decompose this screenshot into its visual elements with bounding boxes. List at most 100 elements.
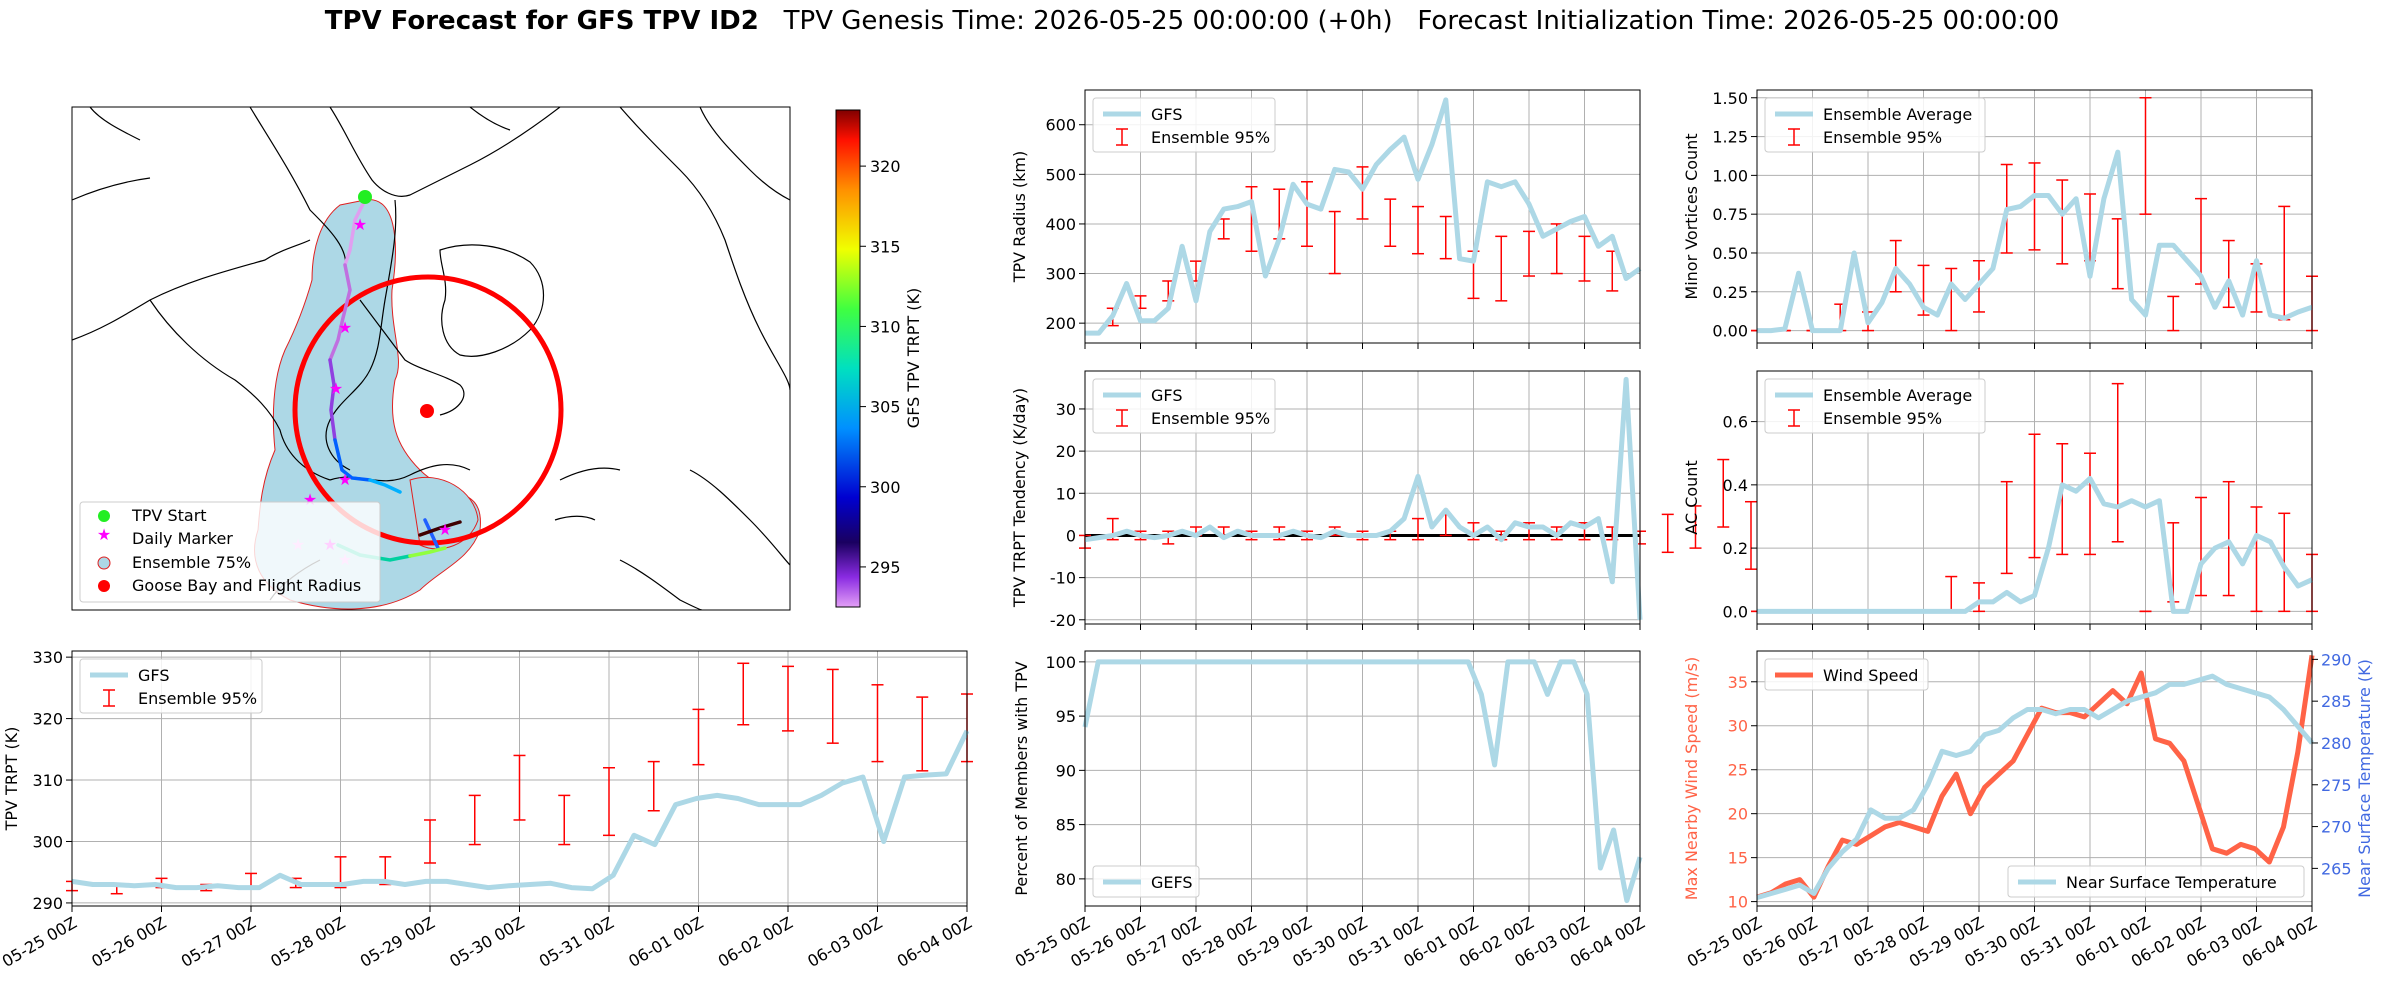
error-bar — [871, 684, 884, 763]
colorbar-tick-label: 305 — [870, 398, 901, 417]
legend-label: Ensemble Average — [1823, 386, 1972, 405]
colorbar-tick-label: 300 — [870, 478, 901, 497]
error-bar — [1412, 517, 1424, 541]
legend-ensemble-icon — [97, 556, 111, 570]
legend-label: Ensemble 95% — [1151, 128, 1270, 147]
y-tick-label: 80 — [1056, 870, 1076, 889]
legend-daily-icon: ★ — [97, 525, 111, 544]
figure-title-details: TPV Genesis Time: 2026-05-25 00:00:00 (+… — [758, 6, 2060, 36]
error-bar — [603, 766, 615, 837]
error-bar — [513, 754, 526, 821]
goose-bay-marker — [420, 404, 434, 418]
legend-label-ensemble: Ensemble 75% — [132, 553, 251, 572]
error-bar — [692, 708, 705, 766]
chart-legend: GFS Ensemble 95% — [79, 658, 263, 714]
y-tick-label: 20 — [1728, 805, 1748, 824]
legend-label: GFS — [1151, 386, 1182, 405]
error-bar — [2000, 480, 2013, 575]
y-tick-label: 15 — [1728, 849, 1748, 868]
legend-label-daily: Daily Marker — [132, 529, 233, 548]
error-bar — [2139, 97, 2152, 215]
error-bar — [1495, 235, 1508, 302]
error-bar — [1412, 205, 1424, 255]
y-tick-label: -20 — [1050, 611, 1076, 630]
x-tick-label: 05-31 00Z — [536, 913, 617, 971]
colorbar-gradient — [835, 109, 861, 608]
y-tick-label: 500 — [1045, 165, 1076, 184]
legend-errorbar-icon — [1788, 409, 1800, 427]
error-bar — [2084, 452, 2096, 556]
error-bar — [1945, 267, 1958, 332]
error-bar — [1717, 458, 1730, 528]
y2-axis-label: Near Surface Temperature (K) — [2355, 659, 2374, 898]
y2-tick-label: 265 — [2321, 859, 2352, 878]
legend-errorbar-icon — [1788, 128, 1800, 146]
y-tick-label: 300 — [32, 832, 63, 851]
coastlines — [72, 107, 790, 610]
legend-label: Ensemble 95% — [1823, 409, 1942, 428]
series-line-gfs — [71, 729, 970, 892]
y-tick-label: 0.4 — [1723, 476, 1748, 495]
y-tick-label: 1.25 — [1712, 128, 1748, 147]
y-tick-label: 330 — [32, 648, 63, 667]
legend-label: Near Surface Temperature — [2066, 873, 2277, 892]
y-tick-label: 0.75 — [1712, 205, 1748, 224]
map-panel: ★ ★ ★ ★ ★ ★ ★ ★ ★ ★ TPV Start Daily Mark… — [71, 106, 791, 611]
y2-tick-label: 270 — [2321, 818, 2352, 837]
y-tick-label: 290 — [32, 894, 63, 913]
chart-legend: Wind Speed — [1764, 658, 1929, 691]
error-bar — [1301, 181, 1313, 248]
y2-tick-label: 280 — [2321, 734, 2352, 753]
y-tick-label: 10 — [1056, 484, 1076, 503]
colorbar-tick-label: 315 — [870, 237, 901, 256]
legend-label: GEFS — [1151, 873, 1193, 892]
plot-frame — [1084, 650, 1641, 907]
plot-frame — [1084, 370, 1641, 625]
series-line-gefs — [1082, 659, 1643, 904]
chart-legend: Near Surface Temperature — [2007, 865, 2305, 898]
chart-tendency: -20 -10 0 10 20 30 TPV TRPT Tendency (K/day) GF… — [1010, 370, 1757, 630]
y-tick-label: 25 — [1728, 761, 1748, 780]
error-bar — [2167, 295, 2180, 332]
legend-errorbar-icon — [103, 689, 115, 707]
y-tick-label: 85 — [1056, 816, 1076, 835]
y-tick-label: 300 — [1045, 265, 1076, 284]
figure-title: TPV Forecast for GFS TPV ID2 TPV Genesis… — [0, 6, 2384, 36]
y-tick-label: 90 — [1056, 761, 1076, 780]
legend-label-goosebay: Goose Bay and Flight Radius — [132, 576, 361, 595]
y-tick-label: 95 — [1056, 707, 1076, 726]
error-bar — [1578, 235, 1591, 282]
y-tick-label: 0.25 — [1712, 283, 1748, 302]
error-bar — [647, 760, 660, 812]
y-axis-label: TPV Radius (km) — [1010, 151, 1029, 284]
y-tick-label: 0.6 — [1723, 413, 1748, 432]
chart-legend: Ensemble Average Ensemble 95% — [1764, 378, 1986, 434]
y-tick-label: 0.00 — [1712, 322, 1748, 341]
chart-legend: GEFS — [1092, 865, 1200, 898]
legend-label: GFS — [1151, 105, 1182, 124]
series-line-near-surface-temperature — [1756, 673, 2314, 901]
error-bar — [2222, 480, 2235, 597]
y-tick-label: 400 — [1045, 215, 1076, 234]
error-bar — [2028, 433, 2041, 559]
error-bar — [1439, 215, 1452, 260]
y2-tick-label: 290 — [2321, 650, 2352, 669]
colorbar-label: GFS TPV TRPT (K) — [904, 288, 923, 428]
tpv-start-marker — [358, 190, 372, 204]
error-bar — [1661, 513, 1674, 554]
error-bar — [1523, 230, 1535, 277]
error-bar — [1384, 198, 1397, 248]
plot-frame — [1756, 370, 2313, 625]
error-bar — [1245, 185, 1258, 252]
y-tick-label: 20 — [1056, 442, 1076, 461]
series-line-gfs — [1084, 376, 1643, 620]
error-bar — [1356, 166, 1369, 220]
chart-radius: 200 300 400 500 600 TPV Radius (km) GFS Ensembl… — [1010, 89, 1642, 349]
x-tick-label: 06-01 00Z — [625, 913, 706, 971]
y2-tick-label: 285 — [2321, 692, 2352, 711]
y-tick-label: 1.00 — [1712, 166, 1748, 185]
legend-label: Ensemble Average — [1823, 105, 1972, 124]
y-tick-label: 0.0 — [1723, 602, 1748, 621]
